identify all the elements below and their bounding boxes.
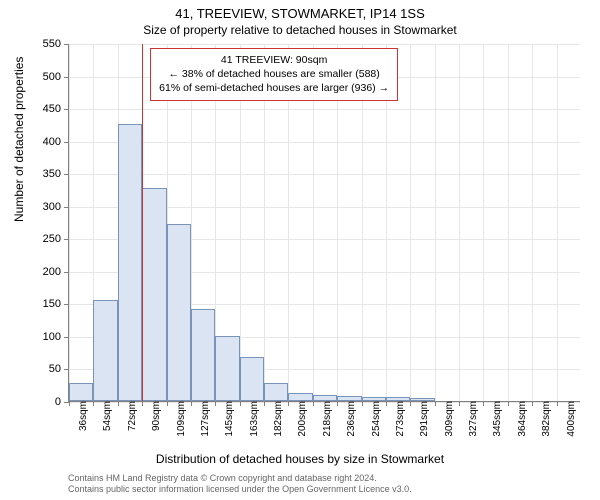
y-tick-label: 200 [43, 266, 69, 278]
annotation-box: 41 TREEVIEW: 90sqm← 38% of detached hous… [150, 48, 398, 101]
x-tick-mark [532, 401, 533, 406]
gridline-v [532, 44, 533, 401]
x-tick-mark [191, 401, 192, 406]
x-tick-mark [93, 401, 94, 406]
x-tick-mark [69, 401, 70, 406]
x-tick-mark [313, 401, 314, 406]
x-tick-label: 90sqm [145, 401, 162, 431]
x-tick-mark [264, 401, 265, 406]
histogram-bar [410, 398, 434, 401]
x-tick-label: 218sqm [316, 401, 333, 437]
x-tick-mark [386, 401, 387, 406]
x-tick-label: 382sqm [535, 401, 552, 437]
x-tick-label: 291sqm [413, 401, 430, 437]
gridline-v [459, 44, 460, 401]
y-tick-label: 300 [43, 201, 69, 213]
x-tick-mark [240, 401, 241, 406]
chart-title: 41, TREEVIEW, STOWMARKET, IP14 1SS [0, 0, 600, 21]
x-tick-mark [118, 401, 119, 406]
gridline-h [69, 174, 580, 175]
y-tick-label: 550 [43, 38, 69, 50]
annotation-line: 41 TREEVIEW: 90sqm [159, 53, 389, 67]
x-tick-mark [215, 401, 216, 406]
y-tick-label: 500 [43, 71, 69, 83]
histogram-bar [191, 309, 215, 401]
x-tick-label: 36sqm [72, 401, 89, 431]
y-tick-label: 150 [43, 298, 69, 310]
x-tick-label: 254sqm [365, 401, 382, 437]
y-axis-label: Number of detached properties [12, 57, 26, 222]
histogram-bar [118, 124, 142, 401]
gridline-v [508, 44, 509, 401]
gridline-h [69, 142, 580, 143]
histogram-bar [167, 224, 191, 401]
histogram-bar [240, 357, 264, 401]
y-tick-label: 0 [55, 396, 69, 408]
y-tick-label: 250 [43, 233, 69, 245]
gridline-h [69, 44, 580, 45]
footer-line: Contains public sector information licen… [68, 484, 412, 496]
y-tick-label: 50 [49, 363, 69, 375]
y-tick-label: 400 [43, 136, 69, 148]
footer-attribution: Contains HM Land Registry data © Crown c… [68, 473, 412, 496]
x-tick-mark [557, 401, 558, 406]
annotation-line: 61% of semi-detached houses are larger (… [159, 81, 389, 95]
histogram-bar [362, 397, 386, 401]
chart-subtitle: Size of property relative to detached ho… [0, 21, 600, 41]
x-tick-label: 364sqm [511, 401, 528, 437]
x-tick-label: 400sqm [560, 401, 577, 437]
y-tick-label: 100 [43, 331, 69, 343]
x-tick-label: 127sqm [194, 401, 211, 437]
gridline-h [69, 109, 580, 110]
x-tick-mark [508, 401, 509, 406]
x-tick-label: 109sqm [170, 401, 187, 437]
histogram-bar [69, 383, 93, 401]
x-tick-label: 345sqm [486, 401, 503, 437]
x-tick-mark [483, 401, 484, 406]
x-tick-mark [337, 401, 338, 406]
histogram-bar [386, 397, 410, 401]
x-tick-mark [362, 401, 363, 406]
gridline-v [410, 44, 411, 401]
gridline-v [69, 44, 70, 401]
gridline-v [557, 44, 558, 401]
x-tick-label: 54sqm [96, 401, 113, 431]
x-tick-mark [142, 401, 143, 406]
x-tick-mark [459, 401, 460, 406]
histogram-bar [264, 383, 288, 401]
x-tick-label: 327sqm [462, 401, 479, 437]
histogram-bar [142, 188, 166, 401]
x-tick-label: 200sqm [291, 401, 308, 437]
chart-plot-area: 05010015020025030035040045050055036sqm54… [68, 44, 580, 402]
histogram-bar [288, 393, 312, 401]
histogram-bar [93, 300, 117, 401]
histogram-bar [337, 396, 361, 401]
gridline-v [483, 44, 484, 401]
x-tick-label: 145sqm [218, 401, 235, 437]
histogram-bar [313, 395, 337, 402]
x-tick-mark [167, 401, 168, 406]
y-tick-label: 450 [43, 103, 69, 115]
histogram-bar [215, 336, 239, 401]
x-tick-label: 273sqm [389, 401, 406, 437]
x-tick-label: 182sqm [267, 401, 284, 437]
reference-line [142, 44, 143, 401]
y-tick-label: 350 [43, 168, 69, 180]
x-tick-label: 236sqm [340, 401, 357, 437]
gridline-v [435, 44, 436, 401]
x-tick-label: 72sqm [121, 401, 138, 431]
footer-line: Contains HM Land Registry data © Crown c… [68, 473, 412, 485]
x-tick-mark [410, 401, 411, 406]
x-tick-mark [288, 401, 289, 406]
annotation-line: ← 38% of detached houses are smaller (58… [159, 67, 389, 81]
x-axis-label: Distribution of detached houses by size … [0, 452, 600, 466]
x-tick-label: 163sqm [243, 401, 260, 437]
x-tick-label: 309sqm [438, 401, 455, 437]
x-tick-mark [435, 401, 436, 406]
